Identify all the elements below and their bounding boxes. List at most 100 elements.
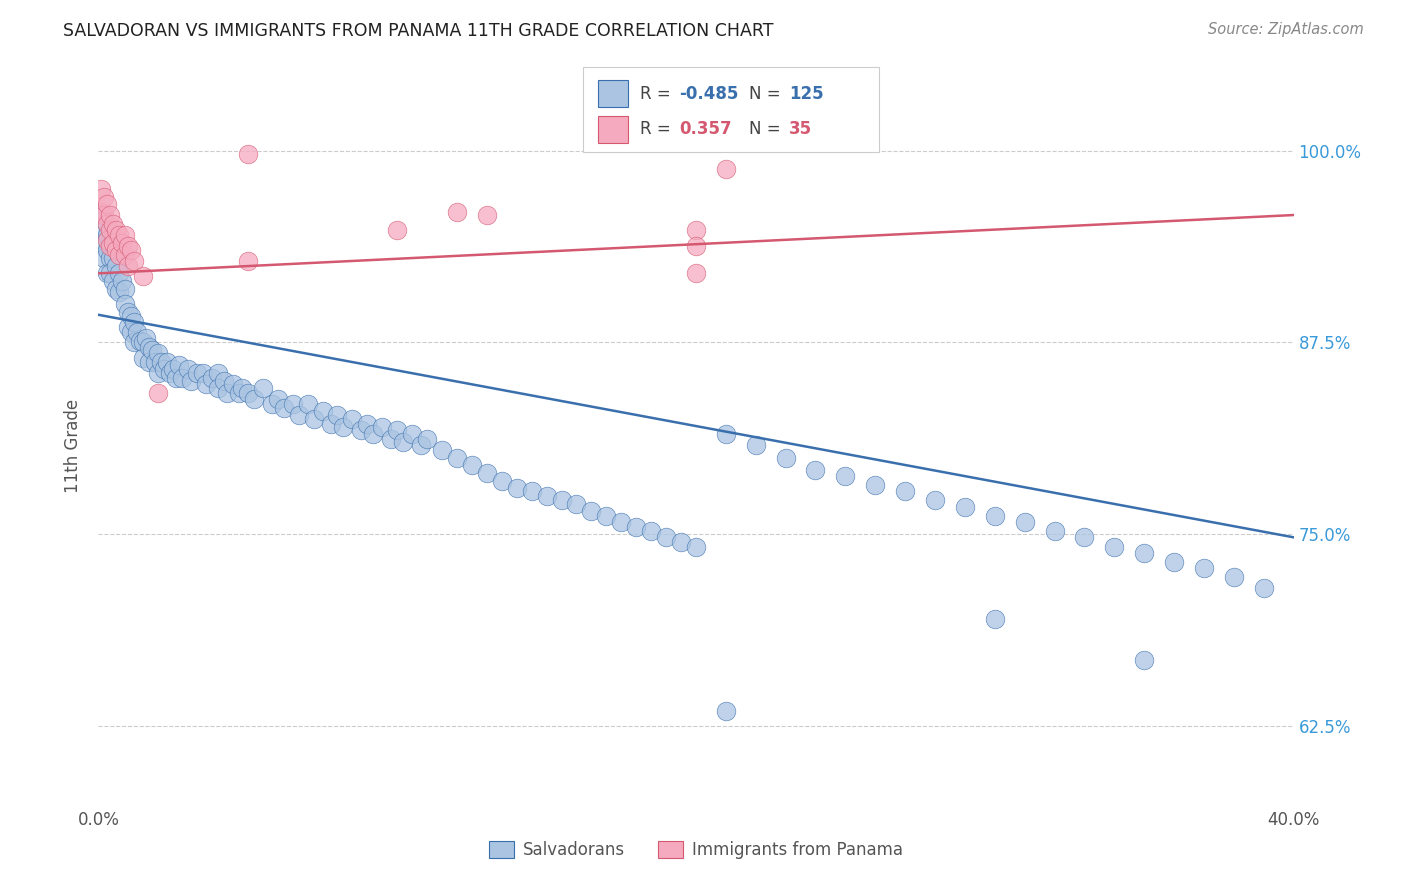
Point (655, 530, 678, 544)
Point (536, 489, 558, 503)
Point (236, 254, 259, 268)
Point (385, 423, 409, 437)
Point (363, 427, 385, 442)
Point (804, 463, 827, 477)
Point (1043, 524, 1066, 538)
Point (380, 432, 402, 446)
Text: 125: 125 (789, 85, 824, 103)
Point (894, 484, 917, 499)
Point (103, 217, 125, 231)
Point (143, 355, 166, 369)
Text: Source: ZipAtlas.com: Source: ZipAtlas.com (1208, 22, 1364, 37)
Point (117, 259, 139, 273)
Point (640, 524, 662, 538)
Point (114, 227, 136, 242)
Point (98, 266, 122, 280)
Point (610, 515, 633, 529)
Point (105, 244, 128, 258)
Point (267, 392, 290, 407)
Point (236, 386, 259, 401)
Point (93, 212, 115, 227)
Point (775, 450, 797, 465)
Point (150, 355, 173, 369)
Point (685, 238, 707, 252)
Point (132, 351, 155, 365)
Point (385, 223, 409, 237)
Point (96, 244, 118, 258)
Point (685, 223, 707, 237)
Point (127, 325, 149, 339)
Point (129, 334, 152, 348)
Point (108, 285, 131, 299)
Point (90, 205, 112, 219)
Point (93, 251, 115, 265)
Point (111, 274, 134, 288)
Point (332, 419, 354, 434)
Point (228, 386, 250, 401)
Point (520, 484, 543, 499)
Point (1133, 546, 1156, 560)
Point (430, 442, 453, 457)
Point (461, 458, 484, 473)
Point (392, 435, 415, 450)
Point (685, 540, 707, 554)
Point (550, 493, 572, 508)
Point (491, 474, 513, 488)
Point (141, 343, 163, 357)
Point (195, 376, 218, 391)
Point (212, 374, 235, 388)
Text: R =: R = (640, 120, 681, 138)
Point (124, 335, 146, 350)
Point (411, 438, 433, 452)
Point (236, 146, 259, 161)
Point (148, 366, 170, 380)
Point (90, 235, 112, 250)
Point (132, 269, 155, 284)
Point (90, 220, 112, 235)
Point (96, 227, 118, 242)
Text: N =: N = (749, 120, 786, 138)
Text: R =: R = (640, 85, 676, 103)
Point (103, 235, 125, 250)
Point (96, 217, 118, 231)
Legend: Salvadorans, Immigrants from Panama: Salvadorans, Immigrants from Panama (482, 834, 910, 866)
Point (120, 244, 142, 258)
Point (108, 227, 131, 242)
Point (117, 238, 139, 252)
Point (93, 189, 115, 203)
Point (326, 408, 349, 422)
Point (96, 233, 118, 247)
Point (120, 310, 142, 324)
Point (1223, 570, 1246, 584)
Point (865, 478, 887, 492)
Point (172, 370, 194, 384)
Point (117, 320, 139, 334)
Point (207, 381, 229, 395)
Point (215, 386, 238, 401)
Point (124, 254, 146, 268)
Point (260, 397, 283, 411)
Text: SALVADORAN VS IMMIGRANTS FROM PANAMA 11TH GRADE CORRELATION CHART: SALVADORAN VS IMMIGRANTS FROM PANAMA 11T… (63, 22, 773, 40)
Point (350, 423, 373, 437)
Point (685, 266, 707, 280)
Point (416, 432, 439, 446)
Point (1073, 530, 1095, 544)
Point (1133, 653, 1156, 667)
Point (273, 401, 295, 416)
Point (103, 274, 125, 288)
Point (98, 223, 122, 237)
Text: 35: 35 (789, 120, 811, 138)
Point (475, 466, 498, 480)
Point (159, 366, 181, 380)
Text: N =: N = (749, 85, 786, 103)
Point (105, 223, 128, 237)
Point (148, 346, 170, 360)
Point (114, 282, 136, 296)
Point (446, 205, 468, 219)
Point (148, 386, 170, 401)
Point (714, 704, 737, 718)
Point (124, 316, 146, 330)
Point (371, 419, 394, 434)
Point (581, 504, 603, 518)
Point (626, 519, 648, 533)
